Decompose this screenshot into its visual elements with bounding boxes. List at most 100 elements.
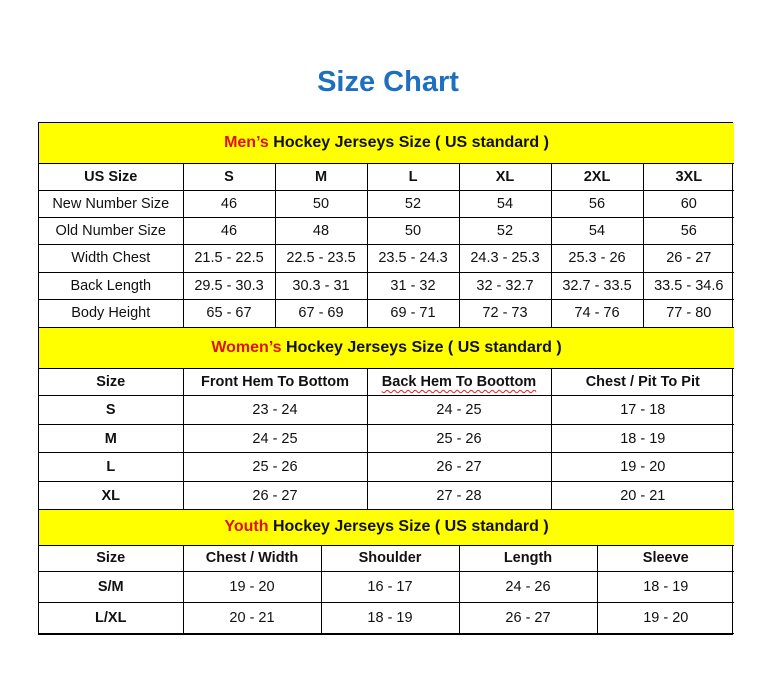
table-cell: 18 - 19 xyxy=(550,424,735,453)
section-title-rest: Hockey Jerseys Size ( US standard ) xyxy=(281,338,562,356)
column-header-label: 2XL xyxy=(583,168,611,185)
table-cell: 50 xyxy=(366,216,460,245)
table-cell: 20 - 21 xyxy=(550,481,735,510)
column-header-label: L xyxy=(408,168,418,185)
table-cell: 52 xyxy=(366,189,460,218)
youth-section-title: Youth Hockey Jerseys Size ( US standard … xyxy=(39,510,735,546)
column-header-label: Chest / Width xyxy=(205,550,299,566)
row-label: Old Number Size xyxy=(39,216,184,245)
header-row: Size Front Hem To Bottom Back Hem To Boott… xyxy=(39,368,735,396)
table-cell: 74 - 76 xyxy=(550,298,644,328)
table-cell: 16 - 17 xyxy=(320,570,460,603)
column-header: 2XL xyxy=(550,162,644,191)
column-header: Front Hem To Bottom xyxy=(182,368,368,396)
column-header-label: S xyxy=(224,168,234,185)
row-label: Body Height xyxy=(39,298,184,328)
table-cell: 30.3 - 31 xyxy=(274,271,368,300)
column-header-label: Sleeve xyxy=(642,550,689,566)
table-cell: 25.3 - 26 xyxy=(550,243,644,273)
column-header: Size xyxy=(39,544,184,572)
row-label: L/XL xyxy=(39,601,184,634)
column-header: Sleeve xyxy=(596,544,735,572)
table-cell: 27 - 28 xyxy=(366,481,552,510)
table-row: New Number Size 46 50 52 54 56 60 xyxy=(39,189,735,218)
table-cell: 52 xyxy=(458,216,552,245)
youth-size-table: Youth Hockey Jerseys Size ( US standard … xyxy=(39,510,735,634)
table-cell: 24 - 25 xyxy=(182,424,368,453)
row-label: New Number Size xyxy=(39,189,184,218)
table-cell: 56 xyxy=(642,216,735,245)
table-cell: 54 xyxy=(550,216,644,245)
column-header-label: Size xyxy=(96,374,126,390)
table-cell: 72 - 73 xyxy=(458,298,552,328)
section-title-rest: Hockey Jerseys Size ( US standard ) xyxy=(268,133,549,151)
table-cell: 19 - 20 xyxy=(550,452,735,482)
column-header: L xyxy=(366,162,460,191)
table-cell: 29.5 - 30.3 xyxy=(182,271,276,300)
table-cell: 21.5 - 22.5 xyxy=(182,243,276,273)
column-header-label: M xyxy=(314,168,328,185)
table-cell: 26 - 27 xyxy=(366,452,552,482)
table-cell: 31 - 32 xyxy=(366,271,460,300)
row-label: Back Length xyxy=(39,271,184,300)
table-cell: 18 - 19 xyxy=(320,601,460,634)
table-row: Width Chest 21.5 - 22.5 22.5 - 23.5 23.5 - … xyxy=(39,243,735,273)
table-cell: 54 xyxy=(458,189,552,218)
column-header-label: XL xyxy=(495,168,515,185)
table-cell: 17 - 18 xyxy=(550,395,735,425)
womens-section-title: Women’s Hockey Jerseys Size ( US standar… xyxy=(39,327,735,369)
table-row: XL 26 - 27 27 - 28 20 - 21 xyxy=(39,481,735,510)
table-cell: 18 - 19 xyxy=(596,570,735,603)
section-highlight: Youth xyxy=(224,518,269,536)
table-cell: 25 - 26 xyxy=(182,452,368,482)
table-cell: 25 - 26 xyxy=(366,424,552,453)
table-cell: 26 - 27 xyxy=(182,481,368,510)
table-row: S 23 - 24 24 - 25 17 - 18 xyxy=(39,395,735,425)
column-header: Length xyxy=(458,544,598,572)
mens-section-title: Men’s Hockey Jerseys Size ( US standard … xyxy=(39,123,735,164)
column-header: Chest / Width xyxy=(182,544,322,572)
row-label: L xyxy=(39,452,184,482)
header-row: Size Chest / Width Shoulder Length Sleeve xyxy=(39,544,735,572)
table-row: Old Number Size 46 48 50 52 54 56 xyxy=(39,216,735,245)
section-highlight: Women’s xyxy=(211,338,282,356)
table-cell: 23 - 24 xyxy=(182,395,368,425)
womens-size-table: Women’s Hockey Jerseys Size ( US standar… xyxy=(39,327,735,510)
table-cell: 60 xyxy=(642,189,735,218)
column-header: US Size xyxy=(39,162,184,191)
table-cell: 24 - 26 xyxy=(458,570,598,603)
row-label: XL xyxy=(39,481,184,510)
table-row: M 24 - 25 25 - 26 18 - 19 xyxy=(39,424,735,453)
column-header: Shoulder xyxy=(320,544,460,572)
table-cell: 19 - 20 xyxy=(182,570,322,603)
table-cell: 23.5 - 24.3 xyxy=(366,243,460,273)
column-header: Chest / Pit To Pit xyxy=(550,368,735,396)
row-label: M xyxy=(39,424,184,453)
table-cell: 56 xyxy=(550,189,644,218)
mens-size-table: Men’s Hockey Jerseys Size ( US standard … xyxy=(39,123,735,328)
header-row: US Size S M L XL 2XL 3XL xyxy=(39,162,735,191)
table-row: Back Length 29.5 - 30.3 30.3 - 31 31 - 32 32… xyxy=(39,271,735,300)
table-cell: 50 xyxy=(274,189,368,218)
column-header-label: Chest / Pit To Pit xyxy=(585,374,700,390)
column-header-label: Back Hem To Boottom xyxy=(381,374,537,390)
table-cell: 69 - 71 xyxy=(366,298,460,328)
size-chart: Men’s Hockey Jerseys Size ( US standard … xyxy=(38,122,735,635)
section-highlight: Men’s xyxy=(224,133,269,151)
column-header: Size xyxy=(39,368,184,396)
table-cell: 46 xyxy=(182,189,276,218)
table-cell: 20 - 21 xyxy=(182,601,322,634)
table-row: S/M 19 - 20 16 - 17 24 - 26 18 - 19 xyxy=(39,570,735,603)
table-cell: 65 - 67 xyxy=(182,298,276,328)
table-cell: 19 - 20 xyxy=(596,601,735,634)
column-header: Back Hem To Boottom xyxy=(366,368,552,396)
row-label: Width Chest xyxy=(39,243,184,273)
column-header-label: Front Hem To Bottom xyxy=(201,374,349,390)
column-header-label: Size xyxy=(96,550,126,566)
column-header-label: Length xyxy=(503,550,553,566)
table-cell: 22.5 - 23.5 xyxy=(274,243,368,273)
table-cell: 46 xyxy=(182,216,276,245)
column-header: 3XL xyxy=(642,162,735,191)
table-row: L/XL 20 - 21 18 - 19 26 - 27 19 - 20 xyxy=(39,601,735,634)
table-cell: 77 - 80 xyxy=(642,298,735,328)
